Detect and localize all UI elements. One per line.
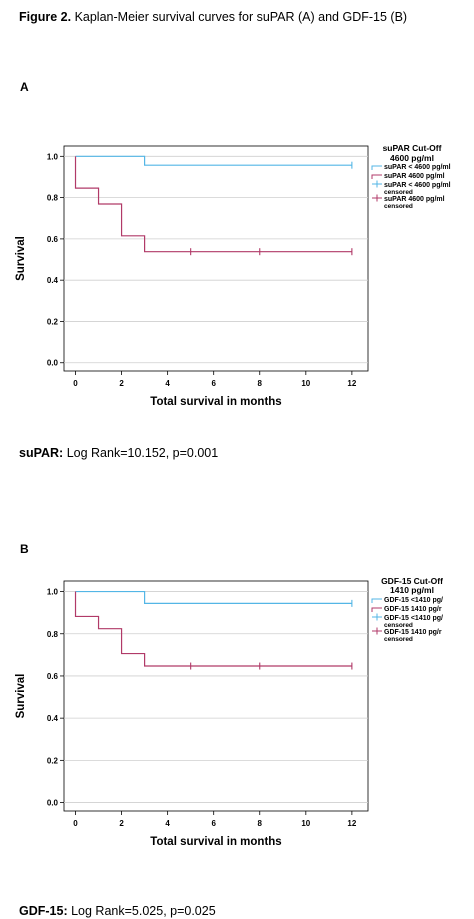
y-tick-label: 0.8: [47, 194, 59, 203]
legend-item: GDF-15 <1410 pg/censored: [372, 613, 443, 629]
y-tick-label: 0.6: [47, 672, 59, 681]
y-tick-label: 0.2: [47, 317, 59, 326]
y-tick-label: 0.0: [47, 359, 59, 368]
legend-swatch-line: [371, 174, 382, 179]
legend-label: GDF-15 <1410 pg/: [384, 615, 443, 622]
legend-label: suPAR < 4600 pg/ml: [384, 182, 451, 189]
supar-log-rank-label: suPAR:: [19, 446, 64, 460]
legend-title: GDF-15 Cut-Off: [381, 576, 443, 586]
x-axis-label: Total survival in months: [150, 836, 281, 848]
legend-label-censored: censored: [384, 622, 413, 629]
panel-b-letter: B: [20, 542, 29, 556]
y-tick-label: 0.0: [47, 799, 59, 808]
legend-title: 4600 pg/ml: [390, 153, 434, 163]
legend-item: suPAR 4600 pg/ml: [371, 173, 445, 180]
km-chart-gdf15: 0.0 0.2 0.4 0.6 0.8 1.0 0 2 4 6 8 10 12 Total surviva…: [15, 576, 443, 848]
legend-label: suPAR 4600 pg/ml: [384, 196, 445, 203]
x-tick-label: 12: [347, 379, 356, 388]
x-axis-label: Total survival in months: [150, 396, 281, 408]
x-tick-label: 6: [211, 819, 216, 828]
y-axis-label: Survival: [15, 674, 27, 719]
survival-curve-2: [74, 591, 352, 667]
legend-item: GDF-15 1410 pg/r: [371, 606, 442, 613]
legend-label-censored: censored: [384, 189, 413, 196]
gdf15-log-rank-label: GDF-15:: [19, 904, 68, 918]
x-tick-label: 6: [211, 379, 216, 388]
y-tick-label: 1.0: [47, 588, 59, 597]
x-tick-label: 4: [165, 819, 170, 828]
panel-a-letter: A: [20, 80, 29, 94]
legend-label: suPAR 4600 pg/ml: [384, 173, 445, 180]
legend-swatch-line: [371, 165, 382, 170]
figure-caption-text: Kaplan-Meier survival curves for suPAR (…: [71, 10, 408, 24]
y-tick-label: 0.4: [47, 714, 59, 723]
legend-title: suPAR Cut-Off: [383, 143, 442, 153]
gdf15-log-rank-value: Log Rank=5.025, p=0.025: [67, 904, 216, 918]
legend-label-censored: censored: [384, 636, 413, 643]
x-tick-label: 0: [73, 819, 78, 828]
x-tick-label: 4: [165, 379, 170, 388]
x-tick-label: 12: [347, 819, 356, 828]
survival-curve-2: [74, 156, 352, 253]
legend-label: GDF-15 <1410 pg/: [384, 597, 443, 604]
km-chart-supar: 0.0 0.2 0.4 0.6 0.8 1.0 0 2 4 6 8 10 12 Total surviva…: [15, 143, 451, 408]
x-tick-label: 8: [258, 819, 263, 828]
y-tick-label: 0.2: [47, 756, 59, 765]
y-tick-label: 0.4: [47, 276, 59, 285]
y-tick-label: 0.6: [47, 235, 59, 244]
gdf15-log-rank: GDF-15: Log Rank=5.025, p=0.025: [19, 904, 216, 918]
x-tick-label: 10: [301, 819, 310, 828]
legend-title: 1410 pg/ml: [390, 585, 434, 595]
legend-swatch-line: [371, 598, 382, 603]
y-tick-label: 0.8: [47, 630, 59, 639]
x-tick-label: 2: [119, 379, 124, 388]
plot-area: [63, 580, 369, 812]
y-axis-label: Survival: [15, 236, 27, 281]
figure-caption: Figure 2. Kaplan-Meier survival curves f…: [19, 10, 407, 24]
supar-log-rank: suPAR: Log Rank=10.152, p=0.001: [19, 446, 218, 460]
x-tick-label: 8: [258, 379, 263, 388]
legend-label: suPAR < 4600 pg/ml: [384, 164, 451, 171]
x-tick-label: 10: [301, 379, 310, 388]
legend-item: GDF-15 <1410 pg/: [371, 597, 443, 604]
legend-label: GDF-15 1410 pg/r: [384, 629, 442, 636]
survival-curve-1: [75, 590, 352, 604]
x-tick-label: 2: [119, 819, 124, 828]
y-tick-label: 1.0: [47, 152, 59, 161]
survival-curve-1: [75, 155, 352, 166]
legend-label: GDF-15 1410 pg/r: [384, 606, 442, 613]
legend-item: suPAR < 4600 pg/ml: [371, 164, 451, 171]
plot-area: [63, 145, 369, 372]
x-tick-label: 0: [73, 379, 78, 388]
legend-label-censored: censored: [384, 203, 413, 210]
legend-swatch-line: [371, 607, 382, 612]
supar-log-rank-value: Log Rank=10.152, p=0.001: [63, 446, 219, 460]
figure-caption-label: Figure 2.: [19, 10, 72, 24]
